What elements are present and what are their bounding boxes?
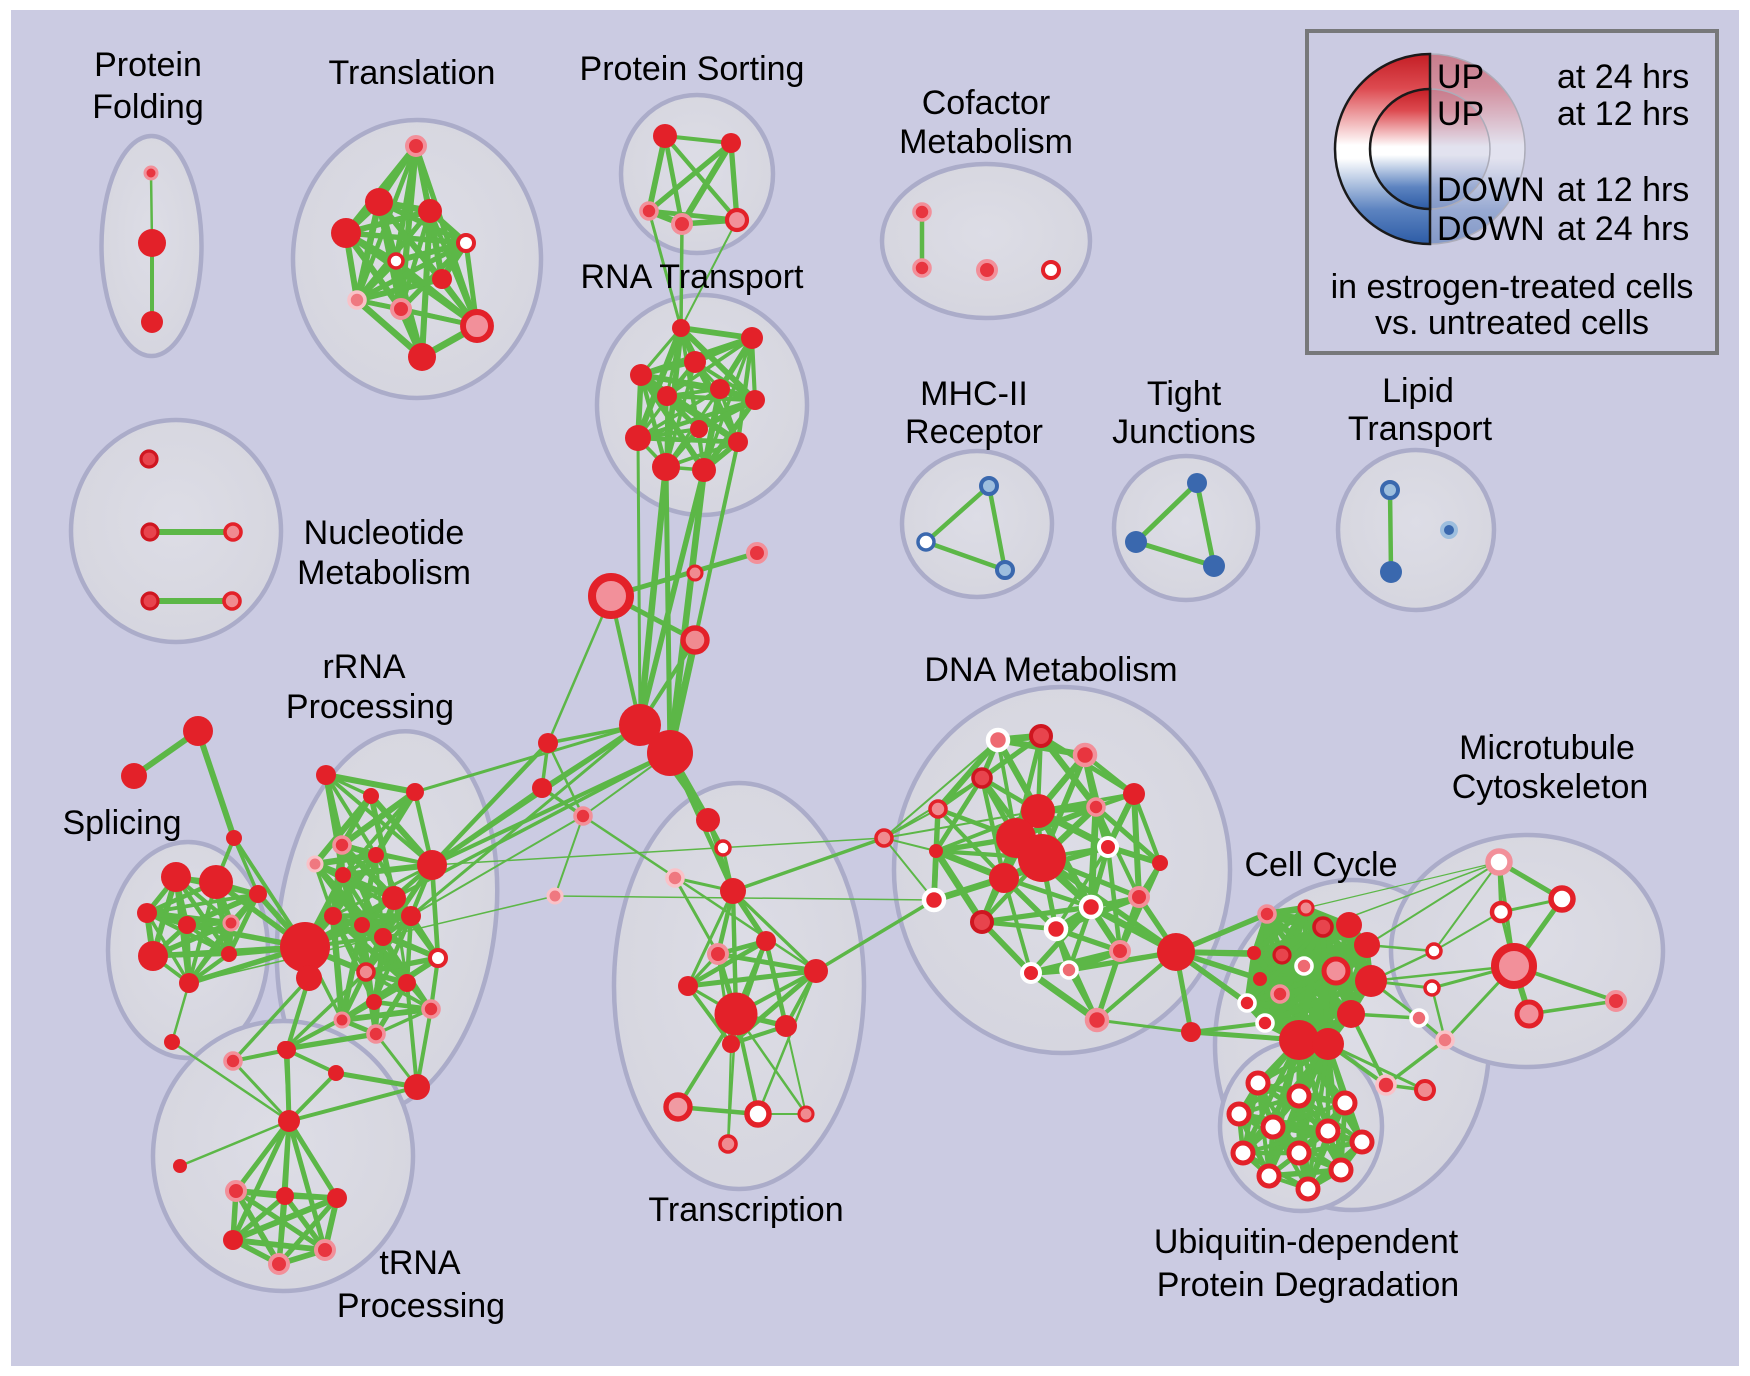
svg-text:vs. untreated cells: vs. untreated cells bbox=[1375, 304, 1649, 342]
svg-text:at 24 hrs: at 24 hrs bbox=[1557, 210, 1689, 248]
svg-text:RNA Transport: RNA Transport bbox=[581, 258, 805, 296]
svg-text:MHC-II: MHC-II bbox=[920, 375, 1028, 413]
svg-text:Processing: Processing bbox=[286, 688, 454, 726]
svg-text:DNA Metabolism: DNA Metabolism bbox=[924, 651, 1177, 689]
svg-text:Cofactor: Cofactor bbox=[922, 84, 1051, 122]
svg-text:Translation: Translation bbox=[329, 54, 496, 92]
svg-text:UP: UP bbox=[1437, 95, 1484, 133]
svg-text:at 24 hrs: at 24 hrs bbox=[1557, 58, 1689, 96]
svg-text:Transcription: Transcription bbox=[648, 1191, 843, 1229]
svg-text:Metabolism: Metabolism bbox=[899, 123, 1073, 161]
svg-text:Microtubule: Microtubule bbox=[1459, 729, 1635, 767]
svg-text:rRNA: rRNA bbox=[322, 648, 405, 686]
svg-text:at 12 hrs: at 12 hrs bbox=[1557, 95, 1689, 133]
svg-text:Transport: Transport bbox=[1348, 410, 1493, 448]
svg-text:Cell Cycle: Cell Cycle bbox=[1244, 846, 1397, 884]
svg-text:Junctions: Junctions bbox=[1112, 413, 1256, 451]
svg-text:at 12 hrs: at 12 hrs bbox=[1557, 171, 1689, 209]
svg-text:Processing: Processing bbox=[337, 1287, 505, 1325]
svg-text:DOWN: DOWN bbox=[1437, 210, 1545, 248]
svg-text:Lipid: Lipid bbox=[1382, 372, 1454, 410]
svg-text:Protein Sorting: Protein Sorting bbox=[580, 50, 805, 88]
svg-text:Metabolism: Metabolism bbox=[297, 554, 471, 592]
svg-text:Receptor: Receptor bbox=[905, 413, 1043, 451]
svg-text:tRNA: tRNA bbox=[379, 1244, 461, 1282]
svg-text:Protein: Protein bbox=[94, 46, 202, 84]
svg-text:Cytoskeleton: Cytoskeleton bbox=[1452, 768, 1649, 806]
svg-text:Ubiquitin-dependent: Ubiquitin-dependent bbox=[1154, 1223, 1459, 1261]
svg-text:Nucleotide: Nucleotide bbox=[304, 514, 465, 552]
svg-text:Protein Degradation: Protein Degradation bbox=[1157, 1266, 1459, 1304]
svg-text:Splicing: Splicing bbox=[62, 804, 181, 842]
svg-text:UP: UP bbox=[1437, 58, 1484, 96]
svg-text:DOWN: DOWN bbox=[1437, 171, 1545, 209]
svg-text:Tight: Tight bbox=[1147, 375, 1222, 413]
svg-text:Folding: Folding bbox=[92, 88, 204, 126]
svg-text:in estrogen-treated cells: in estrogen-treated cells bbox=[1331, 268, 1694, 306]
